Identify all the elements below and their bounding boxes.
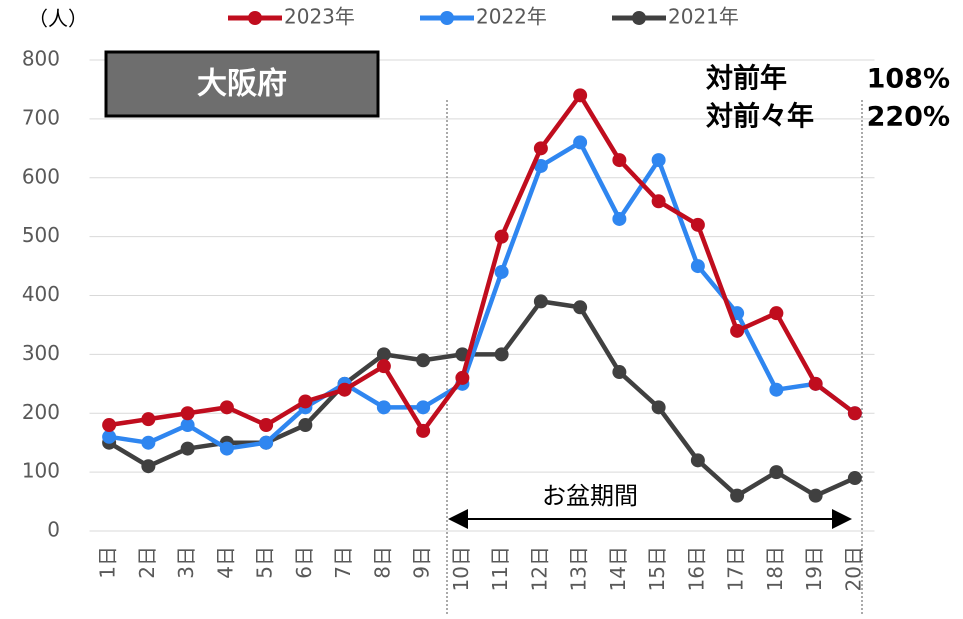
point xyxy=(533,141,548,156)
point xyxy=(219,400,234,415)
point xyxy=(573,300,588,315)
y-tick-label: 300 xyxy=(22,341,60,365)
point xyxy=(259,418,274,433)
point xyxy=(612,153,627,168)
point xyxy=(141,435,156,450)
point xyxy=(573,135,588,150)
point xyxy=(219,441,234,456)
box-title: 大阪府 xyxy=(197,67,287,102)
x-tick-label: 1日 xyxy=(96,546,120,579)
legend-marker xyxy=(440,11,454,25)
point xyxy=(494,229,509,244)
point xyxy=(298,418,313,433)
point xyxy=(102,418,117,433)
point xyxy=(416,400,431,415)
point xyxy=(494,347,509,362)
x-tick-label: 10日 xyxy=(449,546,473,591)
point xyxy=(690,453,705,468)
legend-label: 2021年 xyxy=(668,5,739,29)
point xyxy=(690,217,705,232)
point xyxy=(416,423,431,438)
y-tick-label: 800 xyxy=(22,47,60,71)
y-tick-label: 500 xyxy=(22,223,60,247)
x-tick-label: 11日 xyxy=(488,546,512,591)
point xyxy=(808,488,823,503)
point xyxy=(651,400,666,415)
x-tick-label: 20日 xyxy=(841,546,865,591)
point xyxy=(847,471,862,486)
x-tick-label: 6日 xyxy=(292,546,316,579)
point xyxy=(573,88,588,103)
point xyxy=(298,394,313,409)
x-tick-label: 4日 xyxy=(213,546,237,579)
y-tick-label: 100 xyxy=(22,459,60,483)
y-tick-label: 0 xyxy=(47,518,60,542)
point xyxy=(533,158,548,173)
point xyxy=(180,441,195,456)
title-box xyxy=(104,50,380,118)
point xyxy=(769,465,784,480)
y-tick-label: 200 xyxy=(22,400,60,424)
point xyxy=(376,347,391,362)
point xyxy=(102,429,117,444)
point xyxy=(769,306,784,321)
y-axis-label: （人） xyxy=(28,7,88,31)
point xyxy=(416,353,431,368)
point xyxy=(494,264,509,279)
x-tick-label: 19日 xyxy=(802,546,826,591)
x-tick-label: 2日 xyxy=(135,546,159,579)
point xyxy=(730,323,745,338)
annotation: お盆期間 xyxy=(542,482,638,510)
legend-marker xyxy=(248,11,262,25)
x-tick-label: 18日 xyxy=(763,546,787,591)
legend-label: 2022年 xyxy=(476,5,547,29)
point xyxy=(259,435,274,450)
point xyxy=(180,406,195,421)
point xyxy=(651,194,666,209)
point xyxy=(337,382,352,397)
x-tick-label: 9日 xyxy=(410,546,434,579)
point xyxy=(376,400,391,415)
x-tick-label: 3日 xyxy=(174,546,198,579)
annotation: 対前々年 xyxy=(706,101,814,133)
point xyxy=(455,370,470,385)
y-tick-label: 400 xyxy=(22,282,60,306)
x-tick-label: 12日 xyxy=(527,546,551,591)
point xyxy=(533,294,548,309)
point xyxy=(808,376,823,391)
y-tick-label: 600 xyxy=(22,164,60,188)
plot-area xyxy=(89,59,875,532)
point xyxy=(180,418,195,433)
point xyxy=(141,459,156,474)
point xyxy=(769,382,784,397)
x-tick-label: 14日 xyxy=(606,546,630,591)
x-tick-label: 8日 xyxy=(370,546,394,579)
line xyxy=(108,93,857,434)
y-tick-label: 700 xyxy=(22,105,60,129)
annotation: 220% xyxy=(867,102,950,133)
x-tick-label: 17日 xyxy=(724,546,748,591)
point xyxy=(612,365,627,380)
x-tick-label: 13日 xyxy=(567,546,591,591)
legend-label: 2023年 xyxy=(284,5,355,29)
point xyxy=(690,259,705,274)
annotation: 108% xyxy=(867,64,950,95)
x-tick-label: 15日 xyxy=(645,546,669,591)
annotation: 対前年 xyxy=(706,63,787,95)
legend-marker xyxy=(632,11,646,25)
point xyxy=(612,211,627,226)
x-tick-label: 5日 xyxy=(253,546,277,579)
point xyxy=(847,406,862,421)
point xyxy=(376,359,391,374)
point xyxy=(141,412,156,427)
x-tick-label: 7日 xyxy=(331,546,355,579)
point xyxy=(730,488,745,503)
x-tick-label: 16日 xyxy=(684,546,708,591)
point xyxy=(651,153,666,168)
